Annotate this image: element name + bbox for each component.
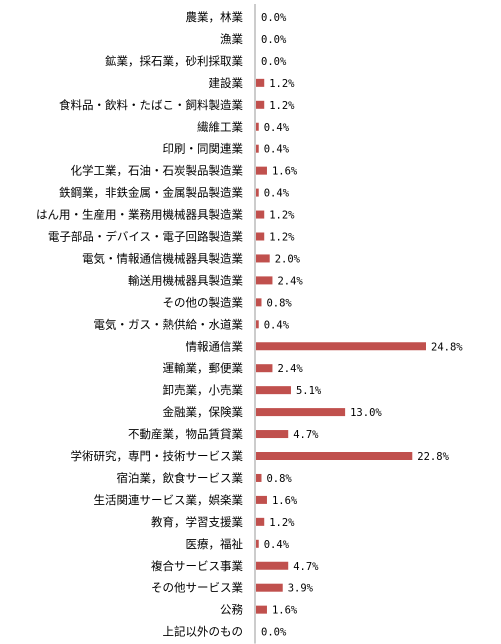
data-label: 0.4% [264,122,290,134]
bar [256,122,259,131]
data-label: 4.7% [293,561,319,573]
category-label: 電気・情報通信機械器具製造業 [82,251,243,265]
data-label: 0.0% [261,56,287,68]
bar [256,254,270,263]
category-label: 漁業 [220,32,243,46]
data-label: 3.9% [288,583,314,595]
bar [256,210,265,219]
bar [256,144,259,153]
category-label: 不動産業，物品賃貸業 [128,427,243,441]
bar [256,364,273,373]
data-label: 0.4% [264,144,290,156]
bar [256,430,289,439]
bar [256,605,267,614]
data-label: 0.0% [261,12,287,24]
data-label: 1.2% [269,232,295,244]
category-label: 電子部品・デバイス・電子回路製造業 [48,230,244,244]
category-label: 建設業 [209,76,244,90]
category-label: 鉱業，採石業，砂利採取業 [105,54,243,68]
data-label: 2.0% [275,253,301,265]
bar [256,473,262,482]
data-label: 0.8% [266,297,292,309]
bar [256,495,267,504]
data-label: 1.2% [269,517,295,529]
category-label: 化学工業，石油・石炭製品製造業 [71,164,244,178]
category-label: 公務 [220,603,243,617]
category-label: 金融業，保険業 [163,405,244,419]
data-label: 1.6% [272,605,298,617]
bar [256,298,262,307]
bar [256,100,265,109]
data-label: 0.4% [264,319,290,331]
category-label: 学術研究，専門・技術サービス業 [71,449,244,463]
category-label: 印刷・同関連業 [163,142,244,156]
bar [256,188,259,197]
bar [256,408,346,417]
data-label: 0.0% [261,34,287,46]
data-label: 22.8% [417,451,449,463]
category-label: 複合サービス事業 [151,559,243,573]
bar [256,78,265,87]
category-label: 運輸業，郵便業 [163,361,244,375]
bar [256,166,267,175]
category-label: 卸売業，小売業 [163,383,244,397]
data-label: 1.2% [269,78,295,90]
category-label: 医療，福祉 [186,537,244,551]
data-label: 0.0% [261,627,287,639]
data-label: 5.1% [296,385,322,397]
category-label: その他の製造業 [163,295,244,309]
category-label: その他サービス業 [151,581,243,595]
category-label: 輸送用機械器具製造業 [128,273,243,287]
bar [256,276,273,285]
category-label: 教育，学習支援業 [151,515,243,529]
bar [256,342,426,351]
data-label: 1.2% [269,100,295,112]
category-label: 生活関連サービス業，娯楽業 [94,493,244,507]
data-label: 13.0% [350,407,382,419]
data-label: 0.8% [266,473,292,485]
category-label: 繊維工業 [197,120,243,134]
category-label: 食料品・飲料・たばこ・飼料製造業 [59,98,243,112]
bar [256,517,265,526]
category-label: 宿泊業，飲食サービス業 [117,471,244,485]
category-label: 農業，林業 [186,10,244,24]
category-label: 電気・ガス・熱供給・水道業 [94,317,244,331]
category-label: 情報通信業 [186,339,244,353]
bar [256,539,259,548]
category-label: はん用・生産用・業務用機械器具製造業 [36,208,243,222]
data-label: 24.8% [431,341,463,353]
bar [256,561,289,570]
bar [256,320,259,329]
data-label: 1.2% [269,210,295,222]
data-label: 2.4% [277,363,303,375]
category-label: 上記以外のもの [163,625,244,639]
data-label: 1.6% [272,495,298,507]
bar [256,583,283,592]
bar [256,232,265,241]
category-label: 鉄鋼業，非鉄金属・金属製品製造業 [59,186,243,200]
data-label: 1.6% [272,166,298,178]
bar [256,452,413,460]
data-label: 0.4% [264,539,290,551]
data-label: 4.7% [293,429,319,441]
bar [256,386,291,395]
data-label: 2.4% [277,275,303,287]
data-label: 0.4% [264,188,290,200]
